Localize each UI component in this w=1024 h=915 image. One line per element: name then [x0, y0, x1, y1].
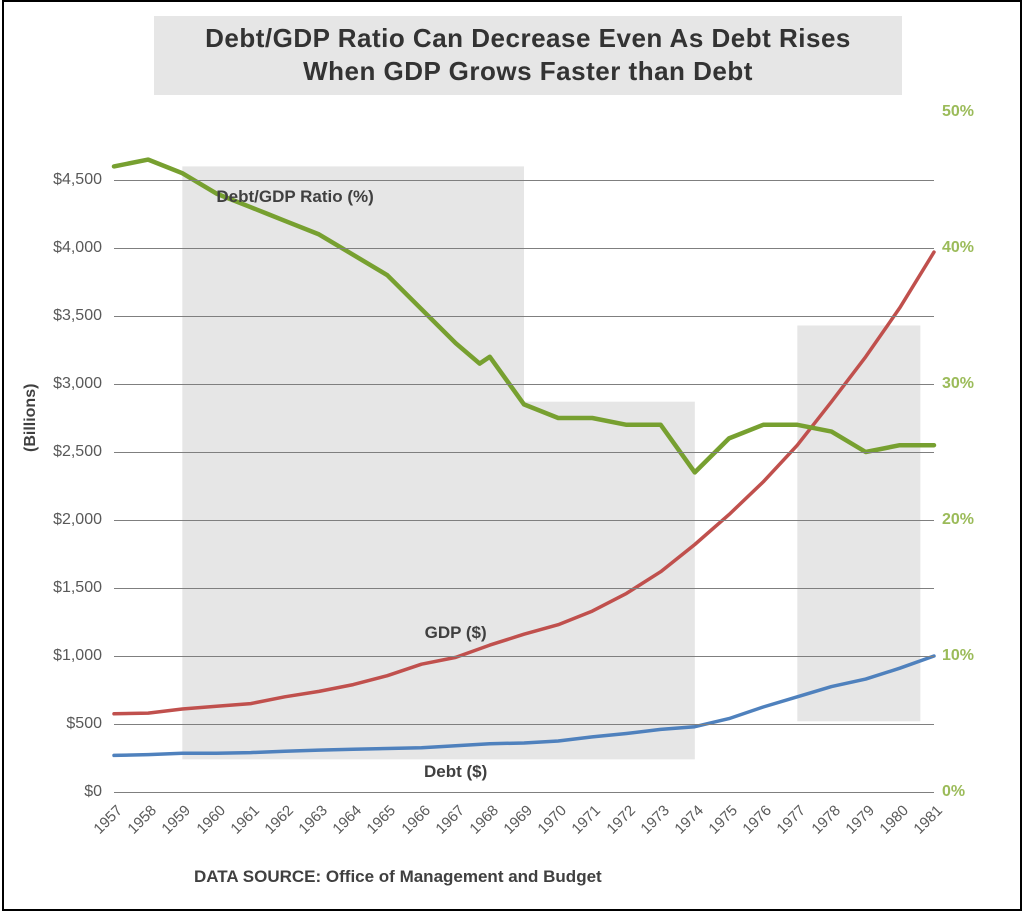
x-tick-label: 1976 — [740, 802, 776, 838]
y-left-tick-label: $4,000 — [12, 239, 102, 257]
shaded-band — [524, 402, 695, 760]
chart-frame: Debt/GDP Ratio Can Decrease Even As Debt… — [2, 0, 1022, 911]
x-tick-label: 1963 — [295, 802, 331, 838]
x-tick-label: 1972 — [603, 802, 639, 838]
x-tick-label: 1974 — [671, 802, 707, 838]
y-right-tick-label: 50% — [942, 103, 1002, 121]
y-left-tick-label: $1,500 — [12, 579, 102, 597]
x-tick-label: 1970 — [535, 802, 571, 838]
gridline — [114, 520, 934, 521]
y-left-tick-label: $4,500 — [12, 171, 102, 189]
gridline — [114, 180, 934, 181]
gridline — [114, 588, 934, 589]
x-tick-label: 1964 — [330, 802, 366, 838]
y-axis-left-title: (Billions) — [22, 384, 40, 452]
x-tick-label: 1965 — [364, 802, 400, 838]
y-right-tick-label: 20% — [942, 511, 1002, 529]
x-tick-label: 1967 — [432, 802, 468, 838]
x-tick-label: 1977 — [774, 802, 810, 838]
x-tick-label: 1961 — [227, 802, 263, 838]
x-tick-label: 1973 — [637, 802, 673, 838]
x-tick-label: 1960 — [193, 802, 229, 838]
title-line-1: Debt/GDP Ratio Can Decrease Even As Debt… — [205, 23, 851, 53]
y-right-tick-label: 30% — [942, 375, 1002, 393]
y-left-tick-label: $3,000 — [12, 375, 102, 393]
y-right-tick-label: 10% — [942, 647, 1002, 665]
y-left-tick-label: $2,000 — [12, 511, 102, 529]
y-left-tick-label: $1,000 — [12, 647, 102, 665]
title-line-2: When GDP Grows Faster than Debt — [303, 56, 753, 86]
x-tick-label: 1969 — [500, 802, 536, 838]
x-tick-label: 1962 — [261, 802, 297, 838]
series-label-ratio: Debt/GDP Ratio (%) — [216, 187, 373, 207]
x-tick-label: 1957 — [90, 802, 126, 838]
gridline — [114, 384, 934, 385]
gridline — [114, 656, 934, 657]
gridline — [114, 316, 934, 317]
y-right-tick-label: 40% — [942, 239, 1002, 257]
y-right-tick-label: 0% — [942, 783, 1002, 801]
x-tick-label: 1968 — [466, 802, 502, 838]
series-label-debt: Debt ($) — [424, 762, 487, 782]
chart-title: Debt/GDP Ratio Can Decrease Even As Debt… — [154, 16, 902, 95]
x-tick-label: 1980 — [876, 802, 912, 838]
gridline — [114, 724, 934, 725]
y-left-tick-label: $500 — [12, 715, 102, 733]
y-left-tick-label: $2,500 — [12, 443, 102, 461]
x-tick-label: 1981 — [910, 802, 946, 838]
data-source: DATA SOURCE: Office of Management and Bu… — [194, 867, 602, 887]
x-tick-label: 1979 — [842, 802, 878, 838]
x-tick-label: 1978 — [808, 802, 844, 838]
x-tick-label: 1975 — [705, 802, 741, 838]
y-left-tick-label: $0 — [12, 783, 102, 801]
plot-area: Debt ($) GDP ($) Debt/GDP Ratio (%) — [114, 112, 934, 792]
x-tick-label: 1971 — [569, 802, 605, 838]
gridline — [114, 452, 934, 453]
x-tick-label: 1959 — [159, 802, 195, 838]
x-tick-label: 1958 — [125, 802, 161, 838]
series-label-gdp: GDP ($) — [425, 623, 487, 643]
gridline — [114, 792, 934, 793]
x-tick-label: 1966 — [398, 802, 434, 838]
gridline — [114, 248, 934, 249]
y-left-tick-label: $3,500 — [12, 307, 102, 325]
